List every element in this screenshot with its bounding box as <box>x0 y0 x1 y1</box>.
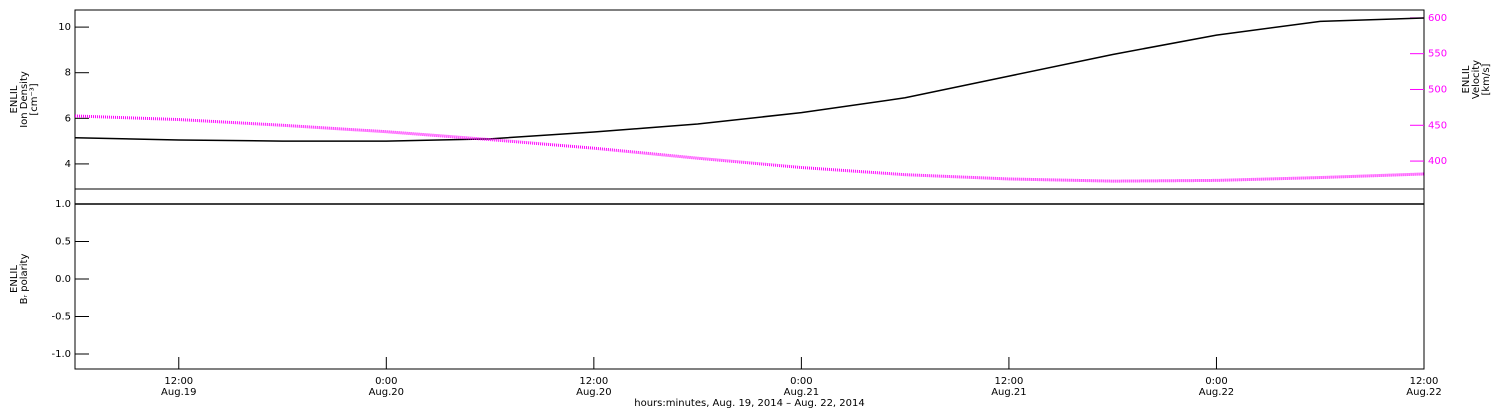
y-tick-label: -0.5 <box>51 312 71 323</box>
y2-tick-label: 550 <box>1428 49 1447 60</box>
y2-tick-label: 400 <box>1428 156 1447 167</box>
y2-tick-label: 500 <box>1428 84 1447 95</box>
y-axis-label: ENLIL <box>9 85 20 113</box>
y2-axis-label: ENLIL <box>1461 65 1472 93</box>
x-tick-date: Aug.20 <box>369 387 404 398</box>
x-tick-label: 12:00 <box>164 376 193 387</box>
y-axis-label: Bᵣ polarity <box>19 254 30 305</box>
y-axis-label: Ion Density <box>19 71 30 128</box>
data-line <box>74 17 1425 142</box>
y-tick-label: 4 <box>65 159 71 170</box>
y2-tick-label: 450 <box>1428 120 1447 131</box>
y-tick-label: 8 <box>65 68 71 79</box>
x-tick-date: Aug.22 <box>1199 387 1234 398</box>
plot-frame <box>74 188 1425 370</box>
y2-axis-label: [km/s] <box>1481 63 1492 95</box>
y-tick-label: -1.0 <box>51 349 71 360</box>
y-tick-label: 0.5 <box>55 237 71 248</box>
x-tick-date: Aug.21 <box>991 387 1026 398</box>
x-tick-date: Aug.21 <box>784 387 819 398</box>
x-tick-label: 12:00 <box>995 376 1024 387</box>
x-tick-label: 0:00 <box>1205 376 1227 387</box>
data-line <box>74 114 1425 183</box>
y-tick-label: 10 <box>58 22 71 33</box>
y-axis-label: ENLIL <box>9 265 20 293</box>
x-tick-label: 0:00 <box>375 376 397 387</box>
y-tick-label: 6 <box>65 113 71 124</box>
x-tick-date: Aug.19 <box>161 387 196 398</box>
x-tick-date: Aug.22 <box>1406 387 1441 398</box>
x-tick-label: 12:00 <box>579 376 608 387</box>
y-axis-label: [cm⁻³] <box>29 83 40 115</box>
x-tick-date: Aug.20 <box>576 387 611 398</box>
y-tick-label: 0.0 <box>55 274 71 285</box>
y-tick-label: 1.0 <box>55 199 71 210</box>
x-tick-label: 0:00 <box>790 376 812 387</box>
y2-axis-label: Velocity <box>1471 60 1482 99</box>
y2-tick-label: 600 <box>1428 13 1447 24</box>
x-axis-label: hours:minutes, Aug. 19, 2014 – Aug. 22, … <box>634 398 865 409</box>
x-tick-label: 12:00 <box>1410 376 1439 387</box>
